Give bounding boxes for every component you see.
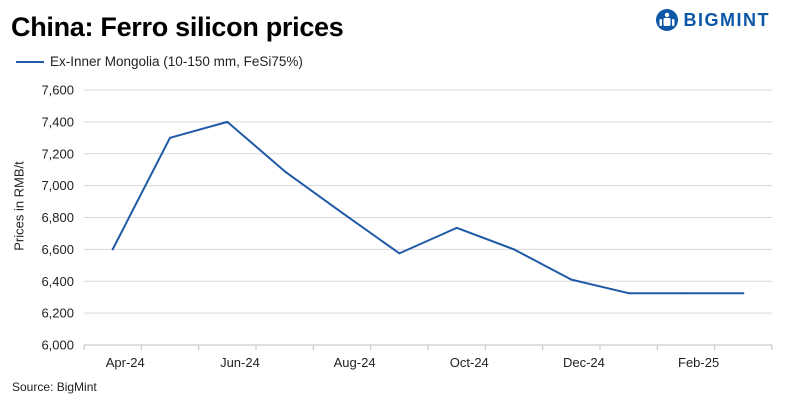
chart-legend: Ex-Inner Mongolia (10-150 mm, FeSi75%) [16, 54, 303, 69]
y-tick-label: 6,600 [41, 242, 74, 257]
x-tick-label: Aug-24 [334, 355, 376, 370]
y-tick-label: 7,600 [41, 83, 74, 98]
data-point [742, 292, 745, 295]
bigmint-logo: BIGMINT [655, 7, 771, 33]
data-point [169, 136, 171, 139]
data-point [283, 170, 286, 173]
y-tick-label: 7,200 [41, 146, 74, 161]
chart-title: China: Ferro silicon prices [11, 12, 344, 42]
source-note: Source: BigMint [12, 380, 97, 394]
x-tick-label: Apr-24 [106, 355, 145, 370]
bigmint-logo-icon [655, 9, 678, 31]
data-point [570, 278, 573, 281]
data-point [685, 292, 687, 295]
data-point [226, 120, 229, 123]
y-tick-label: 7,400 [41, 114, 74, 129]
data-point [627, 292, 630, 295]
legend-swatch [16, 60, 44, 63]
y-tick-label: 6,400 [41, 274, 74, 289]
x-tick-label: Jun-24 [220, 355, 260, 370]
y-tick-label: 6,000 [41, 338, 74, 353]
data-point [398, 252, 401, 255]
x-tick-label: Dec-24 [563, 355, 605, 370]
data-point [341, 211, 343, 214]
bigmint-logo-text: BIGMINT [683, 9, 770, 30]
x-tick-label: Feb-25 [678, 355, 719, 370]
data-point [455, 226, 458, 229]
y-tick-label: 7,000 [41, 178, 74, 193]
y-tick-label: 6,200 [41, 306, 74, 321]
y-tick-label: 6,800 [41, 210, 74, 225]
legend-label: Ex-Inner Mongolia (10-150 mm, FeSi75%) [50, 54, 303, 69]
data-point [111, 248, 114, 251]
x-tick-label: Oct-24 [450, 355, 489, 370]
series-line [111, 120, 744, 295]
data-point [513, 248, 515, 251]
